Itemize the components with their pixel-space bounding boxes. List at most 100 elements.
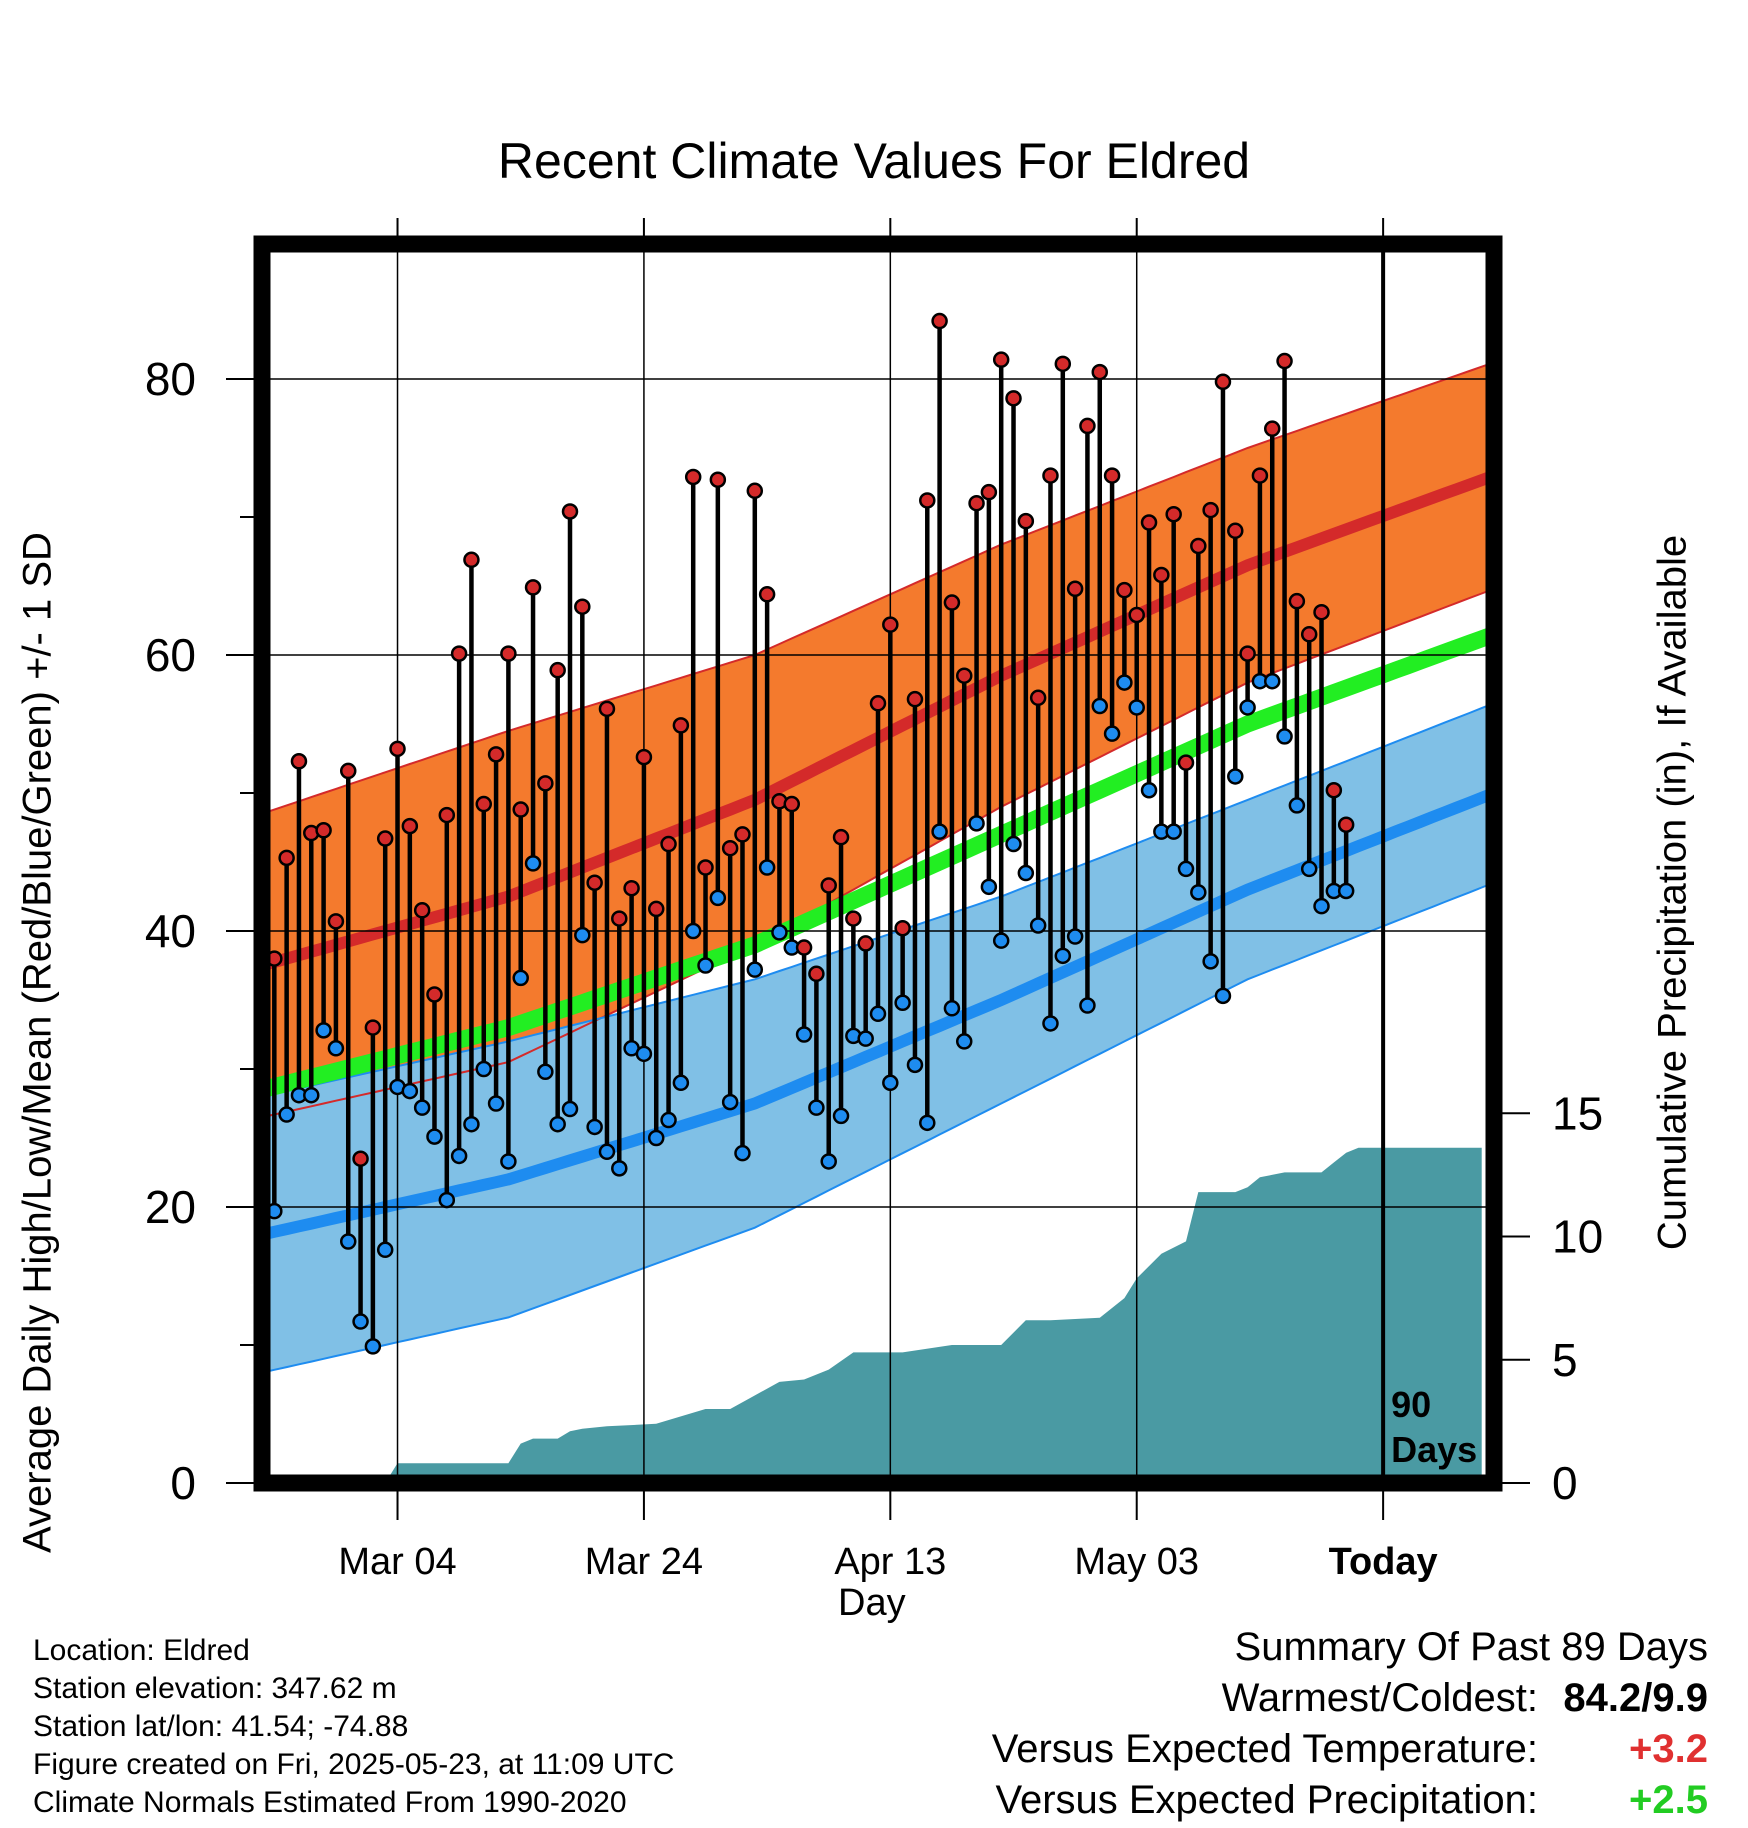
daily-high-point	[734, 826, 751, 843]
precip-area	[262, 1147, 1482, 1483]
y-left-tick-label: 40	[145, 905, 196, 957]
daily-high-point	[869, 695, 887, 712]
daily-high-point	[278, 849, 295, 867]
daily-high-point	[352, 1150, 369, 1167]
chart-title: Recent Climate Values For Eldred	[497, 133, 1251, 189]
daily-low-point	[980, 878, 998, 896]
y-axis-label-left: Average Daily High/Low/Mean (Red/Blue/Gr…	[15, 532, 60, 1553]
daily-low-point	[808, 1099, 825, 1116]
x-tick-label: Apr 13	[834, 1541, 946, 1583]
warmest-coldest-label: Warmest/Coldest:	[1221, 1676, 1538, 1720]
daily-high-point	[1288, 592, 1306, 610]
daily-high-point	[709, 471, 727, 488]
daily-low-point	[943, 1000, 961, 1017]
daily-high-point	[1251, 467, 1269, 484]
daily-low-point	[968, 815, 985, 832]
daily-high-point	[1239, 645, 1256, 662]
daily-high-point	[635, 748, 653, 766]
y-left-tick-label: 60	[145, 629, 196, 681]
daily-low-point	[758, 859, 776, 876]
daily-low-point	[931, 823, 948, 840]
daily-high-point	[364, 1019, 382, 1036]
daily-low-point	[672, 1074, 690, 1092]
daily-high-point	[894, 919, 911, 937]
created-text: Figure created on Fri, 2025-05-23, at 11…	[33, 1748, 675, 1781]
daily-low-point	[1042, 1015, 1059, 1032]
plot-frame	[253, 235, 1503, 1492]
temp-anomaly-value: +3.2	[1629, 1727, 1708, 1771]
daily-high-point	[746, 482, 764, 500]
daily-high-point	[450, 645, 468, 662]
precip-anomaly-row: Versus Expected Precipitation: +2.5	[992, 1775, 1708, 1826]
daily-low-point	[1005, 835, 1022, 853]
daily-high-point	[401, 817, 419, 835]
daily-low-point	[1276, 728, 1293, 745]
daily-low-point	[598, 1143, 616, 1161]
daily-low-point	[549, 1115, 566, 1133]
daily-low-point	[487, 1095, 505, 1112]
daily-low-point	[992, 932, 1010, 949]
precip-anomaly-value: +2.5	[1629, 1778, 1708, 1822]
daily-low-point	[339, 1233, 357, 1250]
daily-high-point	[426, 986, 443, 1003]
x-tick-label: May 03	[1074, 1541, 1199, 1583]
daily-high-point	[808, 965, 825, 983]
daily-low-point	[586, 1118, 603, 1136]
daily-low-point	[611, 1160, 628, 1177]
daily-high-point	[549, 661, 566, 679]
summary-heading: Summary Of Past 89 Days	[1234, 1625, 1708, 1669]
daily-high-point	[697, 859, 714, 876]
daily-high-point	[1276, 352, 1293, 370]
daily-low-point	[1288, 797, 1306, 814]
location-text: Location: Eldred	[33, 1634, 250, 1667]
daily-high-point	[931, 312, 948, 330]
low-band-lower-edge	[262, 881, 1494, 1374]
daily-low-point	[1313, 897, 1330, 915]
daily-low-point	[1128, 699, 1145, 716]
daily-high-point	[438, 806, 456, 824]
daily-high-point	[1029, 689, 1047, 707]
daily-low-point	[1091, 697, 1109, 715]
daily-high-point	[882, 616, 899, 633]
daily-low-point	[1054, 947, 1072, 965]
daily-high-point	[586, 874, 603, 891]
daily-high-point	[1103, 467, 1121, 484]
daily-low-point	[1190, 884, 1207, 901]
y-axis-label-right: Cumulative Precipitation (in), If Availa…	[1650, 534, 1695, 1251]
daily-high-point	[684, 468, 702, 486]
daily-low-point	[1079, 997, 1096, 1014]
temp-anomaly-label: Versus Expected Temperature:	[991, 1727, 1538, 1771]
daily-low-point	[721, 1093, 739, 1111]
daily-high-point	[1153, 566, 1170, 584]
daily-low-point	[450, 1147, 468, 1165]
low-normal-mean-line	[262, 787, 1494, 1241]
daily-low-point	[413, 1099, 431, 1116]
daily-high-point	[1054, 355, 1072, 373]
daily-high-point	[1202, 501, 1219, 519]
daily-high-point	[1313, 603, 1330, 621]
daily-low-point	[364, 1338, 382, 1355]
daily-low-point	[906, 1056, 924, 1074]
daily-high-point	[783, 795, 801, 813]
daily-high-point	[906, 690, 924, 708]
daily-low-point	[561, 1100, 579, 1118]
daily-low-point	[352, 1313, 369, 1330]
summary-panel: Summary Of Past 89 Days Warmest/Coldest:…	[992, 1622, 1708, 1826]
today-marker-text: Days	[1391, 1429, 1477, 1470]
daily-low-point	[1239, 699, 1256, 716]
daily-low-point	[1017, 864, 1035, 882]
precip-anomaly-label: Versus Expected Precipitation:	[995, 1778, 1538, 1822]
daily-high-point	[463, 551, 480, 569]
daily-low-point	[1263, 672, 1281, 690]
daily-high-point	[672, 717, 690, 734]
daily-low-point	[315, 1022, 332, 1039]
daily-low-point	[1140, 781, 1158, 799]
daily-high-point	[611, 910, 628, 927]
daily-high-point	[1177, 754, 1195, 771]
daily-low-point	[537, 1063, 554, 1081]
daily-low-point	[500, 1153, 517, 1170]
daily-high-point	[561, 503, 579, 520]
daily-low-point	[1300, 860, 1318, 878]
station-info: Location: Eldred Station elevation: 347.…	[33, 1632, 674, 1822]
x-tick-label: Mar 04	[338, 1541, 456, 1583]
